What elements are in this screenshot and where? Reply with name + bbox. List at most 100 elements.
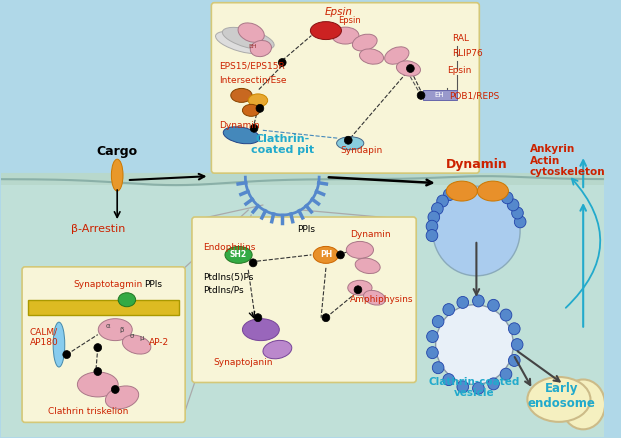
Ellipse shape bbox=[337, 137, 364, 150]
Text: PtdIns(5)Ps: PtdIns(5)Ps bbox=[202, 273, 253, 282]
Ellipse shape bbox=[396, 61, 420, 76]
Ellipse shape bbox=[53, 322, 65, 367]
Circle shape bbox=[451, 184, 463, 196]
Text: Clathrin-coated
vesicle: Clathrin-coated vesicle bbox=[428, 377, 520, 399]
Text: POB1/REPS: POB1/REPS bbox=[449, 92, 499, 100]
Text: AP-2: AP-2 bbox=[149, 338, 170, 346]
Circle shape bbox=[428, 211, 440, 223]
Ellipse shape bbox=[348, 280, 372, 295]
Text: PtdIns/Ps: PtdIns/Ps bbox=[202, 286, 243, 295]
Ellipse shape bbox=[215, 32, 268, 54]
Text: Synaptotagmin: Synaptotagmin bbox=[73, 280, 143, 289]
Circle shape bbox=[407, 64, 414, 72]
Circle shape bbox=[443, 189, 455, 201]
Polygon shape bbox=[214, 160, 476, 170]
Text: Dynamin: Dynamin bbox=[350, 230, 391, 239]
Ellipse shape bbox=[561, 379, 605, 429]
Circle shape bbox=[250, 124, 258, 132]
Ellipse shape bbox=[106, 386, 138, 409]
Text: Early
endosome: Early endosome bbox=[528, 382, 596, 410]
Ellipse shape bbox=[242, 104, 260, 117]
Ellipse shape bbox=[231, 88, 252, 102]
Ellipse shape bbox=[355, 258, 380, 274]
Ellipse shape bbox=[242, 319, 279, 341]
Circle shape bbox=[509, 354, 520, 367]
Circle shape bbox=[426, 220, 438, 232]
Circle shape bbox=[457, 297, 469, 308]
Circle shape bbox=[507, 199, 519, 211]
Ellipse shape bbox=[238, 23, 265, 42]
Circle shape bbox=[432, 362, 444, 374]
Ellipse shape bbox=[478, 181, 509, 201]
Circle shape bbox=[500, 368, 512, 380]
Text: Syndapin: Syndapin bbox=[340, 146, 383, 155]
Text: Epsin: Epsin bbox=[338, 16, 361, 25]
Circle shape bbox=[432, 315, 444, 328]
Ellipse shape bbox=[118, 293, 135, 307]
Ellipse shape bbox=[98, 319, 132, 341]
Circle shape bbox=[512, 207, 524, 219]
Circle shape bbox=[509, 323, 520, 335]
Circle shape bbox=[487, 378, 499, 390]
Ellipse shape bbox=[347, 241, 373, 258]
Text: CALM/
AP180: CALM/ AP180 bbox=[30, 327, 58, 346]
Ellipse shape bbox=[223, 127, 260, 144]
Circle shape bbox=[511, 339, 523, 350]
Text: PPIs: PPIs bbox=[297, 225, 315, 234]
Circle shape bbox=[278, 59, 286, 67]
Text: Cargo: Cargo bbox=[97, 145, 138, 158]
FancyBboxPatch shape bbox=[22, 267, 185, 422]
Circle shape bbox=[435, 305, 514, 385]
Ellipse shape bbox=[352, 34, 377, 51]
Bar bbox=[28, 300, 179, 314]
Circle shape bbox=[487, 299, 499, 311]
Circle shape bbox=[256, 104, 264, 112]
Ellipse shape bbox=[332, 27, 359, 44]
Ellipse shape bbox=[363, 290, 386, 305]
Circle shape bbox=[94, 343, 102, 352]
Circle shape bbox=[443, 304, 455, 316]
Text: Clathrin triskelion: Clathrin triskelion bbox=[48, 407, 129, 417]
Text: Dynamin: Dynamin bbox=[219, 121, 260, 130]
Circle shape bbox=[322, 314, 330, 321]
Circle shape bbox=[433, 186, 520, 276]
Text: Intersectin/Ese: Intersectin/Ese bbox=[219, 75, 287, 85]
Ellipse shape bbox=[310, 21, 342, 39]
Ellipse shape bbox=[248, 94, 268, 107]
Text: β: β bbox=[120, 327, 124, 332]
Ellipse shape bbox=[250, 40, 271, 57]
Ellipse shape bbox=[384, 47, 409, 64]
Ellipse shape bbox=[360, 49, 384, 64]
Bar bbox=[423, 90, 457, 100]
Text: Clathrin-
coated pit: Clathrin- coated pit bbox=[251, 134, 314, 155]
FancyBboxPatch shape bbox=[211, 3, 479, 173]
Text: α: α bbox=[105, 323, 110, 328]
Text: μ: μ bbox=[139, 335, 143, 341]
Text: β-Arrestin: β-Arrestin bbox=[71, 224, 125, 234]
Circle shape bbox=[427, 331, 438, 343]
Text: Synaptojanin: Synaptojanin bbox=[214, 357, 273, 367]
Circle shape bbox=[473, 295, 484, 307]
FancyBboxPatch shape bbox=[1, 175, 604, 437]
Text: Ankyrin
Actin
cytoskeleton: Ankyrin Actin cytoskeleton bbox=[530, 144, 605, 177]
Circle shape bbox=[337, 251, 345, 259]
Circle shape bbox=[417, 92, 425, 99]
Text: RAL: RAL bbox=[452, 34, 469, 42]
Text: EH: EH bbox=[249, 44, 258, 49]
Circle shape bbox=[494, 186, 506, 198]
Text: EH: EH bbox=[435, 92, 444, 99]
Circle shape bbox=[354, 286, 362, 294]
Circle shape bbox=[443, 374, 455, 385]
Ellipse shape bbox=[111, 159, 123, 191]
Text: Endophilins: Endophilins bbox=[202, 243, 255, 252]
Circle shape bbox=[473, 382, 484, 394]
Text: SH2: SH2 bbox=[230, 251, 247, 259]
Circle shape bbox=[437, 195, 448, 207]
Text: Epsin: Epsin bbox=[325, 7, 353, 17]
FancyBboxPatch shape bbox=[192, 217, 416, 382]
Ellipse shape bbox=[446, 181, 478, 201]
Circle shape bbox=[249, 259, 257, 267]
Ellipse shape bbox=[314, 247, 338, 263]
Circle shape bbox=[94, 367, 102, 375]
Ellipse shape bbox=[527, 377, 591, 422]
